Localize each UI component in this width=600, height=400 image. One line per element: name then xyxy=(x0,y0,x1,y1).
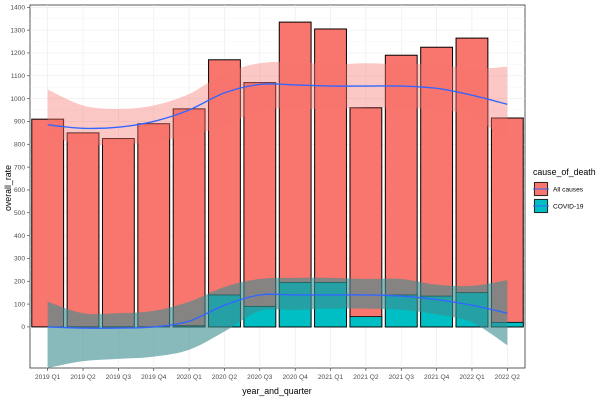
bar-all-causes xyxy=(243,82,277,328)
bar-all-causes xyxy=(101,138,135,328)
smooth-line-covid-19 xyxy=(47,293,508,329)
y-tick-label: 100 xyxy=(14,301,25,308)
y-tick-label: 500 xyxy=(14,210,25,217)
x-tick-label: 2022 Q2 xyxy=(495,374,521,381)
confidence-band-covid-19 xyxy=(47,277,508,368)
confidence-band-overlay xyxy=(47,277,508,368)
x-tick-label: 2019 Q4 xyxy=(141,374,167,381)
confidence-band-all-causes xyxy=(47,61,508,145)
bar-all-causes xyxy=(349,107,383,328)
x-tick-label: 2020 Q2 xyxy=(212,374,238,381)
y-tick-label: 600 xyxy=(14,187,25,194)
bar-all-causes xyxy=(314,28,347,328)
legend: cause_of_death All causes COVID-19 xyxy=(533,167,596,214)
x-tick-label: 2020 Q4 xyxy=(283,374,309,381)
y-tick-label: 1000 xyxy=(10,96,25,103)
smooth-lines xyxy=(47,61,508,368)
bar-covid-19 xyxy=(172,325,206,328)
bar-covid-19 xyxy=(243,305,277,328)
all-causes-bars xyxy=(31,21,524,328)
x-tick-label: 2019 Q3 xyxy=(106,374,132,381)
y-tick-label: 1200 xyxy=(10,50,25,57)
bar-covid-19 xyxy=(208,294,241,328)
bar-all-causes xyxy=(490,117,524,328)
x-tick-label: 2020 Q3 xyxy=(247,374,273,381)
bar-all-causes xyxy=(455,37,489,328)
y-tick-label: 1300 xyxy=(10,27,25,34)
bar-all-causes xyxy=(31,118,65,328)
legend-label: COVID-19 xyxy=(553,204,584,211)
y-tick-label: 1100 xyxy=(11,73,26,80)
x-tick-label: 2021 Q3 xyxy=(389,374,415,381)
smooth-line-all-causes xyxy=(47,83,508,130)
x-tick-label: 2021 Q4 xyxy=(424,374,450,381)
bar-all-causes xyxy=(420,46,454,328)
x-tick-label: 2021 Q2 xyxy=(353,374,379,381)
bar-covid-19 xyxy=(349,316,383,328)
y-tick-label: 800 xyxy=(14,142,25,149)
y-tick-labels: 0 100 200 300 400 500 600 700 800 900 1000 1100 1200… xyxy=(10,5,30,331)
y-tick-label: 0 xyxy=(21,324,25,331)
y-tick-label: 300 xyxy=(14,256,25,263)
y-tick-label: 200 xyxy=(14,279,25,286)
bar-covid-19 xyxy=(314,281,347,328)
bar-covid-19 xyxy=(384,294,418,328)
x-tick-label: 2020 Q1 xyxy=(176,374,202,381)
x-tick-labels: 2019 Q1 2019 Q2 2019 Q3 2019 Q4 2020 Q1 2020 … xyxy=(35,368,520,381)
bar-all-causes xyxy=(208,59,241,328)
x-tick-label: 2019 Q2 xyxy=(70,374,96,381)
bar-covid-19 xyxy=(455,292,489,328)
legend-label: All causes xyxy=(553,187,584,194)
y-tick-label: 400 xyxy=(14,233,25,240)
bar-all-causes xyxy=(66,132,100,328)
x-tick-label: 2021 Q1 xyxy=(318,374,344,381)
bar-all-causes xyxy=(278,21,312,328)
y-tick-label: 700 xyxy=(14,164,25,171)
y-tick-label: 900 xyxy=(14,119,25,126)
legend-title: cause_of_death xyxy=(533,167,596,177)
bar-covid-19 xyxy=(491,321,524,328)
y-axis-title: overall_rate xyxy=(3,165,13,211)
y-tick-label: 1400 xyxy=(10,5,25,12)
x-tick-label: 2019 Q1 xyxy=(35,374,61,381)
x-tick-label: 2022 Q1 xyxy=(459,374,485,381)
bar-all-causes xyxy=(172,108,206,328)
bar-all-causes xyxy=(137,123,171,328)
x-axis-title: year_and_quarter xyxy=(242,386,312,396)
bar-covid-19 xyxy=(278,281,312,328)
